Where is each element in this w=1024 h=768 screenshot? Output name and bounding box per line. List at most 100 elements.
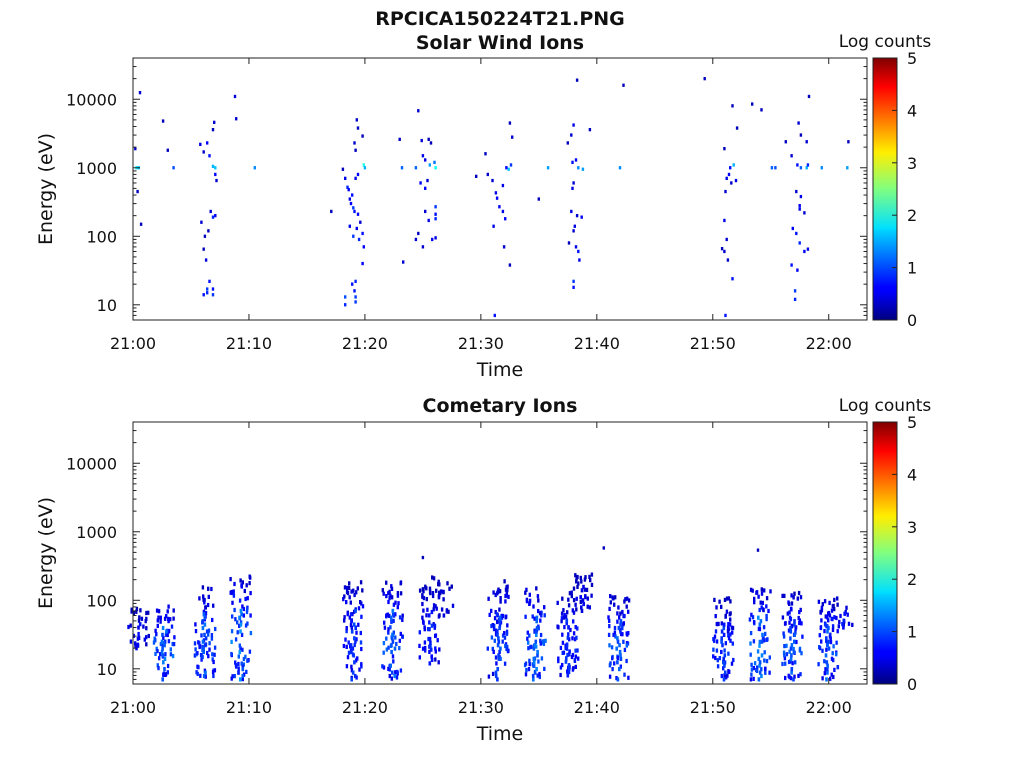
heatmap-cell: [242, 606, 245, 612]
heatmap-cell: [212, 673, 215, 679]
heatmap-cell: [167, 604, 170, 609]
heatmap-cell: [426, 627, 430, 632]
heatmap-cell: [348, 615, 351, 620]
heatmap-cell: [354, 279, 357, 283]
heatmap-cell: [786, 611, 789, 616]
heatmap-cell: [194, 622, 197, 627]
x-tick-label: 22:00: [806, 334, 852, 353]
heatmap-cell: [246, 596, 249, 601]
heatmap-cell: [570, 590, 573, 595]
y-tick-label: 10: [97, 296, 117, 315]
heatmap-cell: [728, 622, 732, 627]
heatmap-cell: [424, 584, 427, 589]
heatmap-cell: [393, 673, 396, 679]
heatmap-cell: [394, 670, 397, 675]
heatmap-cell: [828, 600, 831, 605]
heatmap-cell: [163, 616, 167, 621]
heatmap-cell: [847, 140, 850, 144]
colorbar-tick-label: 4: [907, 465, 917, 484]
heatmap-cell: [430, 654, 433, 659]
heatmap-cell: [781, 593, 784, 598]
heatmap-cell: [793, 297, 797, 301]
heatmap-cell: [540, 613, 543, 618]
heatmap-cell: [487, 674, 491, 679]
heatmap-cell: [492, 590, 495, 595]
heatmap-cell: [345, 600, 348, 605]
heatmap-cell: [164, 639, 167, 644]
heatmap-cell: [498, 615, 502, 620]
heatmap-cell: [428, 661, 432, 666]
heatmap-cell: [539, 632, 543, 638]
heatmap-cell: [613, 630, 617, 635]
heatmap-cell: [387, 645, 390, 650]
heatmap-cell: [763, 650, 766, 655]
heatmap-cell: [799, 595, 803, 600]
heatmap-cell: [152, 640, 156, 645]
heatmap-cell: [414, 237, 418, 242]
heatmap-cell: [756, 548, 760, 552]
heatmap-cell: [495, 196, 499, 200]
heatmap-cell: [803, 249, 806, 254]
heatmap-cell: [213, 668, 217, 673]
heatmap-cell: [618, 643, 621, 648]
heatmap-cell: [567, 603, 571, 608]
heatmap-cell: [450, 584, 453, 589]
heatmap-cell: [820, 166, 823, 170]
heatmap-cell: [422, 596, 426, 601]
heatmap-cell: [491, 671, 495, 676]
heatmap-cell: [245, 609, 249, 615]
heatmap-cell: [507, 594, 510, 599]
heatmap-cell: [231, 614, 234, 619]
heatmap-cell: [241, 677, 244, 682]
heatmap-cell: [352, 588, 355, 593]
heatmap-cell: [727, 633, 730, 638]
heatmap-cell: [720, 247, 724, 251]
plot-frame: [132, 421, 868, 685]
x-tick-label: 22:00: [806, 698, 852, 717]
heatmap-cell: [137, 625, 140, 630]
heatmap-cell: [351, 282, 354, 286]
colorbar-tick-label: 3: [907, 154, 917, 173]
heatmap-cell: [137, 635, 141, 640]
heatmap-cell: [833, 615, 836, 620]
heatmap-cell: [835, 652, 838, 657]
heatmap-cell: [388, 667, 391, 672]
heatmap-cell: [727, 636, 731, 641]
heatmap-cell: [155, 608, 159, 613]
heatmap-cell: [166, 609, 169, 614]
heatmap-cell: [566, 673, 570, 678]
heatmap-cell: [428, 637, 432, 642]
heatmap-cell: [575, 576, 578, 581]
heatmap-cell: [202, 247, 205, 251]
heatmap-cell: [204, 670, 207, 675]
heatmap-cell: [245, 669, 248, 674]
heatmap-cell: [574, 648, 577, 653]
heatmap-cell: [442, 613, 446, 618]
heatmap-cell: [169, 647, 172, 652]
heatmap-cell: [807, 94, 811, 99]
heatmap-cell: [556, 624, 559, 629]
heatmap-cell: [350, 668, 354, 673]
heatmap-cell: [567, 669, 571, 675]
heatmap-cell: [354, 295, 357, 299]
heatmap-cell: [399, 631, 402, 636]
heatmap-cell: [348, 197, 351, 201]
heatmap-cell: [496, 590, 500, 595]
heatmap-cell: [203, 643, 207, 648]
heatmap-cell: [791, 661, 794, 666]
heatmap-cell: [562, 608, 565, 613]
heatmap-cell: [343, 618, 346, 623]
heatmap-cell: [794, 626, 797, 631]
heatmap-cell: [799, 672, 802, 677]
heatmap-cell: [729, 599, 732, 604]
heatmap-cell: [351, 670, 355, 675]
heatmap-cell: [842, 618, 846, 623]
heatmap-cell: [388, 589, 391, 594]
heatmap-cell: [421, 245, 425, 249]
heatmap-cell: [564, 643, 567, 648]
heatmap-cell: [399, 580, 403, 585]
heatmap-cell: [758, 639, 761, 644]
heatmap-cell: [820, 605, 824, 610]
heatmap-cell: [244, 623, 248, 628]
heatmap-cell: [574, 664, 577, 669]
